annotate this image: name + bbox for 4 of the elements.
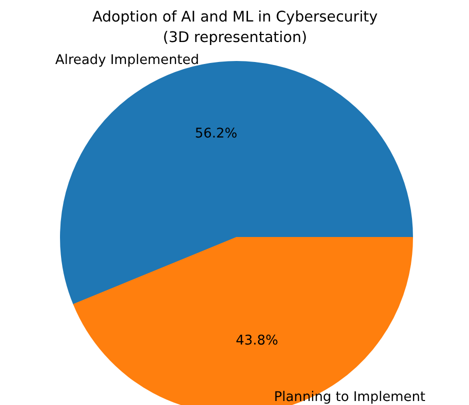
- slice-label: Already Implemented: [55, 53, 200, 68]
- data-label: 43.8%: [236, 334, 278, 349]
- data-label: 56.2%: [194, 126, 238, 142]
- chart-title: Adoption of AI and ML in Cybersecurity (3D representation): [92, 8, 378, 46]
